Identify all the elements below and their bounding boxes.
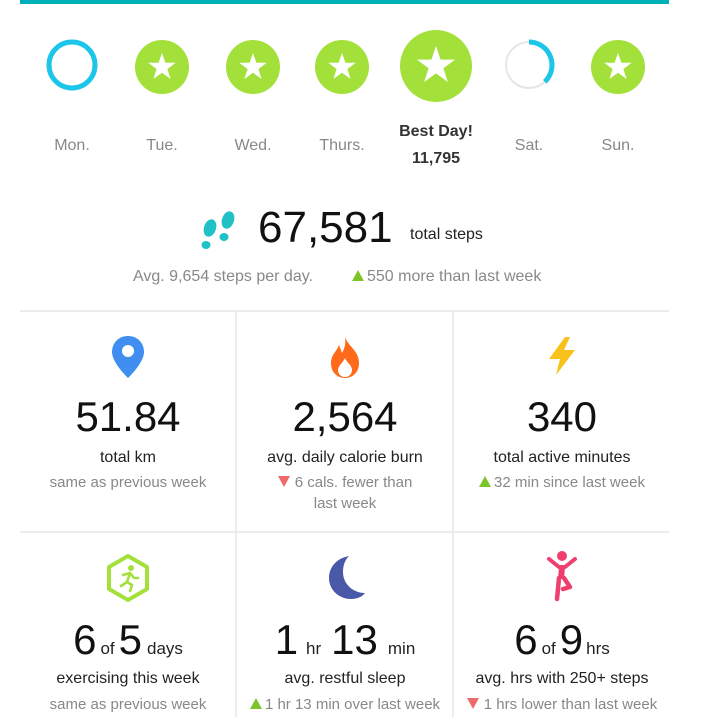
trend-up-icon [479,476,492,487]
star-badge-icon [135,40,189,94]
day-label: Mon. [54,137,90,154]
day-label: Sun. [601,137,635,154]
tile-total-km[interactable]: 51.84 total km same as previous week [20,310,236,530]
value-a: 6 [514,616,538,663]
tile-value: 6 of9 hrs [454,617,670,672]
tile-sub: 6 cals. fewer than last week [237,472,453,514]
day-best[interactable] [391,30,481,102]
goal-ring-icon [46,39,98,91]
value-minutes: 13 [331,616,378,663]
tile-sub-text: 1 hrs lower than last week [483,696,658,713]
best-day-star-icon [400,30,472,102]
top-accent-bar [20,0,669,4]
tile-sub-text: 32 min since last week [494,474,645,491]
tile-calorie-burn[interactable]: 2,564 avg. daily calorie burn 6 cals. fe… [237,310,453,530]
running-hexagon-icon [107,554,149,602]
divider [452,310,454,717]
unit-min: min [387,639,416,658]
trend-down-icon [466,698,479,709]
steps-change: 550 more than last week [352,268,541,286]
trend-down-icon [277,476,290,487]
of-word: of [541,639,556,658]
star-badge-icon [591,40,645,94]
tile-label: exercising this week [56,670,200,687]
value-b: 5 [118,616,142,663]
of-word: of [100,639,115,658]
footsteps-icon [201,211,235,249]
day-wed[interactable]: Wed. [208,40,298,154]
lightning-icon [549,337,575,375]
star-badge-icon [226,40,280,94]
tile-exercise-days[interactable]: 6 of5 days exercising this week same as pr… [20,533,236,717]
standing-figure-icon [547,551,577,602]
divider [235,310,237,717]
unit-hr: hr [306,639,322,658]
tile-sub: same as previous week [49,696,207,713]
tile-label: avg. daily calorie burn [267,449,423,466]
tile-active-minutes[interactable]: 340 total active minutes 32 min since la… [454,310,670,530]
divider [20,310,669,312]
steps-change-text: 550 more than last week [367,268,542,285]
tile-label: avg. restful sleep [284,670,406,687]
avg-steps-per-day: Avg. 9,654 steps per day. [133,268,313,285]
total-steps-value: 67,581 [258,203,393,252]
total-steps-unit: total steps [410,226,483,243]
best-day-value: 11,795 [411,150,461,167]
tile-value: 6 of5 days [20,617,236,672]
unit: days [146,639,183,658]
tile-value: 340 [526,393,598,440]
tile-sub-text: 6 cals. fewer than last week [294,474,413,512]
location-pin-icon [112,336,144,378]
tile-value: 1 hr 13 min [237,617,453,672]
moon-icon [329,556,365,599]
tile-restful-sleep[interactable]: 1 hr 13 min avg. restful sleep 1 hr 13 min … [237,533,453,717]
best-day-label: Best Day! [399,123,473,140]
tile-value: 2,564 [292,393,398,440]
day-label: Wed. [234,137,272,154]
tile-sub: 32 min since last week [454,472,670,493]
trend-up-icon [249,698,262,709]
tile-value: 51.84 [75,393,181,440]
stats-grid: 51.84 total km same as previous week 2,5… [20,310,669,717]
total-steps-row: 67,581 [0,200,701,260]
day-sat[interactable]: Sat. [484,38,574,154]
value-hours: 1 [274,616,299,663]
day-mon[interactable]: Mon. [27,37,117,154]
value-b: 9 [559,616,584,663]
tile-sub-text: 1 hr 13 min over last week [264,696,441,713]
day-tue[interactable]: Tue. [117,40,207,154]
tile-sub: same as previous week [49,474,207,491]
trend-up-icon [352,270,364,281]
star-badge-icon [315,40,369,94]
tile-label: total km [99,449,156,466]
partial-progress-ring-icon [505,39,555,89]
tile-hourly-steps[interactable]: 6 of9 hrs avg. hrs with 250+ steps 1 hrs l… [454,533,670,717]
tile-sub: 1 hrs lower than last week [454,694,670,715]
day-sun[interactable]: Sun. [573,40,663,154]
unit: hrs [586,639,610,658]
day-label: Sat. [514,137,544,154]
day-label: Tue. [146,137,178,154]
week-days-row: Mon. Tue. Wed. Thurs. Best Day! 11,795 [0,0,701,190]
day-thurs[interactable]: Thurs. [297,40,387,154]
value-a: 6 [73,616,97,663]
tile-sub: 1 hr 13 min over last week [237,694,453,715]
divider [20,531,669,533]
day-label: Thurs. [319,137,365,154]
tile-label: total active minutes [493,449,631,466]
tile-label: avg. hrs with 250+ steps [475,670,649,687]
flame-icon [331,336,359,378]
